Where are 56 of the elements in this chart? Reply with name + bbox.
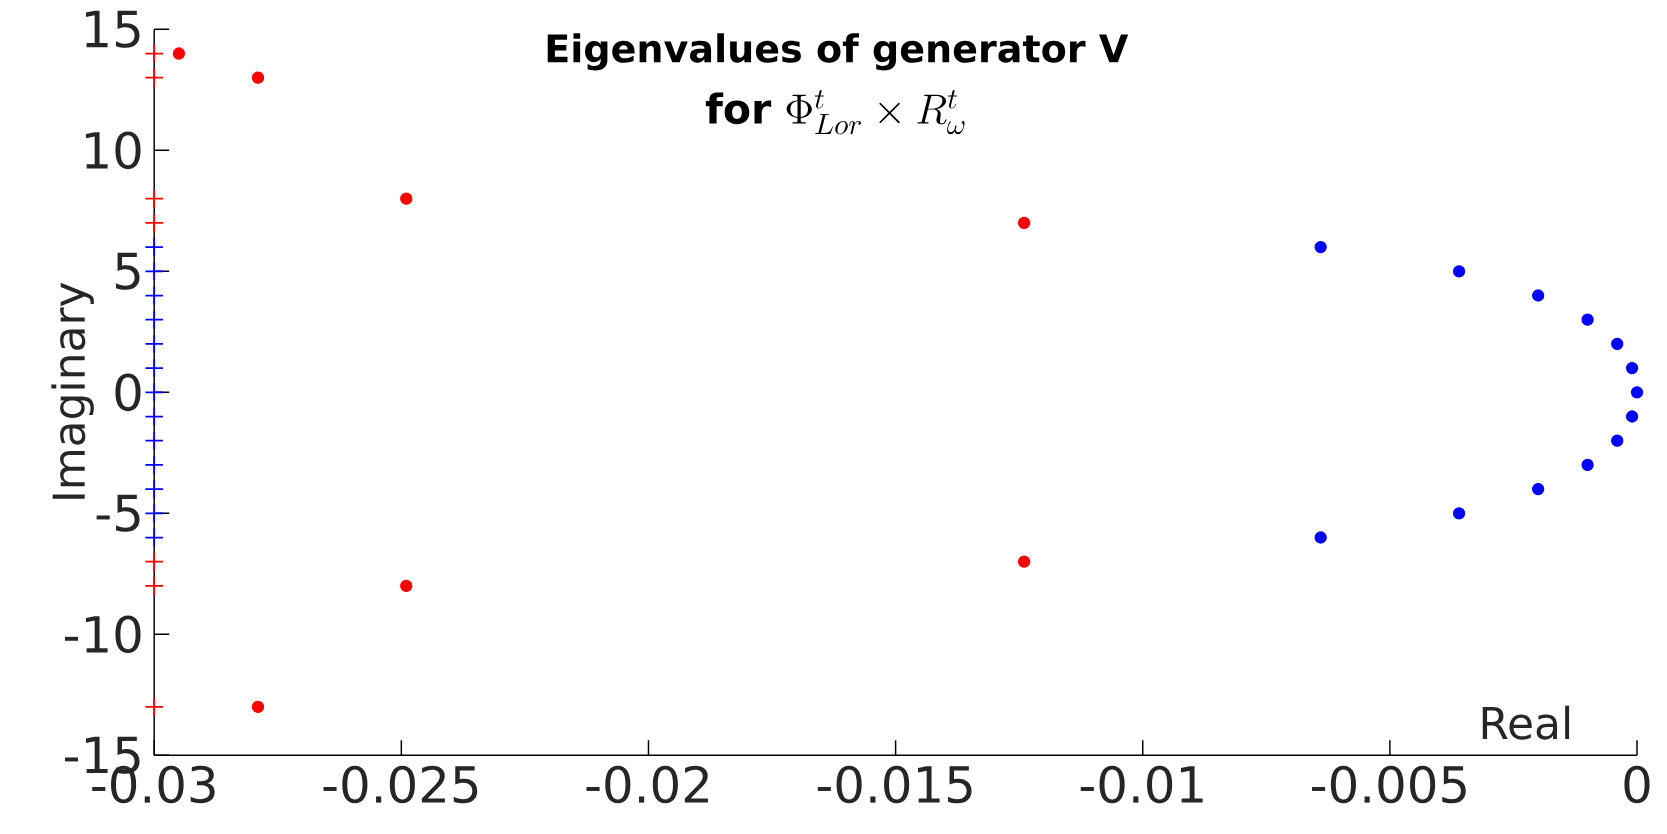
point bbox=[144, 576, 164, 596]
point bbox=[1611, 434, 1624, 447]
point bbox=[1017, 216, 1031, 230]
point bbox=[1625, 410, 1639, 423]
point bbox=[1611, 337, 1624, 351]
point bbox=[400, 579, 413, 593]
point bbox=[251, 71, 265, 84]
point bbox=[1314, 240, 1327, 254]
text: $\textbf{for}\ \Phi^{t}_{Lor}\times R^{t}_{\omega}$ bbox=[705, 89, 965, 135]
point bbox=[1581, 458, 1594, 472]
point bbox=[144, 213, 164, 233]
point bbox=[144, 382, 164, 402]
point bbox=[144, 697, 164, 717]
x-axis-title: Real bbox=[1482, 705, 1570, 740]
point bbox=[1017, 555, 1031, 568]
x-tick-label: 0 bbox=[1624, 765, 1650, 804]
point bbox=[144, 43, 164, 64]
point bbox=[144, 455, 164, 475]
x-tick-label: -0.01 bbox=[1080, 765, 1203, 804]
point bbox=[144, 334, 164, 354]
x-tick-label: -0.015 bbox=[817, 765, 972, 804]
y-tick-label: 10 bbox=[85, 131, 141, 170]
point bbox=[144, 406, 164, 427]
point bbox=[1581, 313, 1594, 326]
point bbox=[144, 527, 164, 548]
point bbox=[144, 285, 164, 306]
x-tick-label: -0.005 bbox=[1312, 765, 1466, 804]
point bbox=[144, 68, 164, 88]
chart-title: Eigenvalues of generator V bbox=[547, 33, 1129, 71]
point bbox=[144, 479, 164, 499]
point bbox=[144, 237, 164, 257]
point bbox=[144, 552, 164, 572]
y-tick-label: 5 bbox=[116, 252, 140, 290]
point bbox=[144, 261, 164, 281]
point bbox=[1452, 507, 1466, 520]
point bbox=[400, 192, 413, 205]
y-axis-title: Imaginary bbox=[51, 282, 94, 499]
point bbox=[1532, 289, 1545, 302]
point bbox=[144, 310, 164, 330]
y-tick-label: 15 bbox=[85, 10, 140, 48]
point bbox=[1630, 386, 1644, 399]
point bbox=[1532, 482, 1545, 496]
x-tick-label: -0.025 bbox=[323, 765, 478, 804]
y-tick-label: 0 bbox=[115, 373, 141, 412]
point bbox=[251, 700, 265, 714]
point bbox=[144, 431, 164, 451]
y-tick-label: -5 bbox=[96, 494, 140, 532]
x-tick-label: -0.02 bbox=[586, 765, 708, 804]
point bbox=[144, 189, 164, 209]
point bbox=[144, 358, 164, 378]
point bbox=[172, 47, 186, 60]
point bbox=[1625, 361, 1639, 375]
point bbox=[1452, 265, 1466, 278]
y-tick-label: -10 bbox=[64, 615, 141, 654]
point bbox=[1314, 531, 1327, 544]
point bbox=[144, 503, 164, 523]
